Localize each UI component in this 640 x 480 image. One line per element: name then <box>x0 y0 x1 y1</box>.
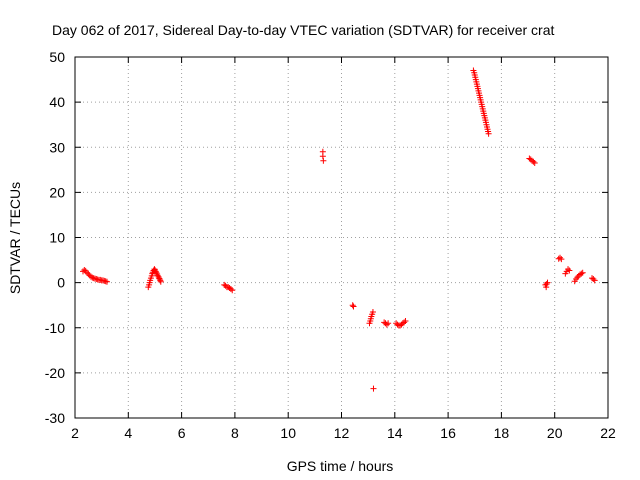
data-point <box>83 269 90 276</box>
data-point <box>566 267 573 274</box>
data-point <box>543 284 550 291</box>
data-point <box>485 130 492 137</box>
x-tick-label: 6 <box>178 425 186 441</box>
y-tick-label: -30 <box>45 410 65 426</box>
data-point <box>153 269 160 276</box>
x-tick-label: 12 <box>334 425 350 441</box>
data-point <box>319 153 326 160</box>
y-tick-label: -20 <box>45 365 65 381</box>
data-point <box>578 270 585 277</box>
x-tick-label: 22 <box>600 425 616 441</box>
data-point <box>87 273 94 280</box>
data-point <box>370 385 377 392</box>
data-point <box>229 287 236 294</box>
data-point <box>530 158 537 165</box>
y-tick-label: 30 <box>49 139 65 155</box>
y-tick-label: -10 <box>45 320 65 336</box>
chart-title: Day 062 of 2017, Sidereal Day-to-day VTE… <box>52 22 554 38</box>
data-point <box>156 276 163 283</box>
data-point <box>350 303 357 310</box>
y-tick-label: 10 <box>49 230 65 246</box>
data-point <box>383 321 390 328</box>
data-point <box>154 271 161 278</box>
data-point <box>531 160 538 167</box>
axis-ticks: 2 4 6 8 10 12 14 16 18 20 22 -30 -20 -10 0 10 20 30 40 50 <box>45 49 616 441</box>
data-point <box>157 278 164 285</box>
x-axis-label: GPS time / hours <box>287 458 394 474</box>
data-point <box>544 279 551 286</box>
y-tick-label: 0 <box>57 275 65 291</box>
data-point <box>401 319 408 326</box>
data-point <box>579 269 586 276</box>
data-point <box>152 268 159 275</box>
data-point <box>369 308 376 315</box>
data-point <box>574 274 581 281</box>
data-point <box>591 277 598 284</box>
data-points <box>79 67 598 392</box>
x-tick-label: 18 <box>494 425 510 441</box>
y-tick-label: 20 <box>49 184 65 200</box>
data-point <box>103 278 110 285</box>
x-tick-label: 4 <box>124 425 132 441</box>
y-tick-label: 50 <box>49 49 65 65</box>
x-tick-label: 14 <box>387 425 403 441</box>
data-point <box>590 276 597 283</box>
data-point <box>320 157 327 164</box>
data-point <box>385 320 392 327</box>
data-point <box>222 282 229 289</box>
data-point <box>151 266 158 273</box>
data-point <box>543 280 550 287</box>
data-point <box>557 254 564 261</box>
data-point <box>349 302 356 309</box>
data-point <box>227 285 234 292</box>
x-tick-label: 16 <box>440 425 456 441</box>
y-axis-label: SDTVAR / TECUs <box>7 182 23 294</box>
data-point <box>85 271 92 278</box>
data-point <box>565 266 572 273</box>
data-point <box>402 317 409 324</box>
x-tick-label: 2 <box>71 425 79 441</box>
x-tick-label: 10 <box>280 425 296 441</box>
data-point <box>154 272 161 279</box>
x-tick-label: 8 <box>231 425 239 441</box>
data-point <box>81 266 88 273</box>
data-point <box>558 256 565 263</box>
x-tick-label: 20 <box>547 425 563 441</box>
y-tick-label: 40 <box>49 94 65 110</box>
grid-layer <box>74 56 609 419</box>
data-point <box>157 277 164 284</box>
